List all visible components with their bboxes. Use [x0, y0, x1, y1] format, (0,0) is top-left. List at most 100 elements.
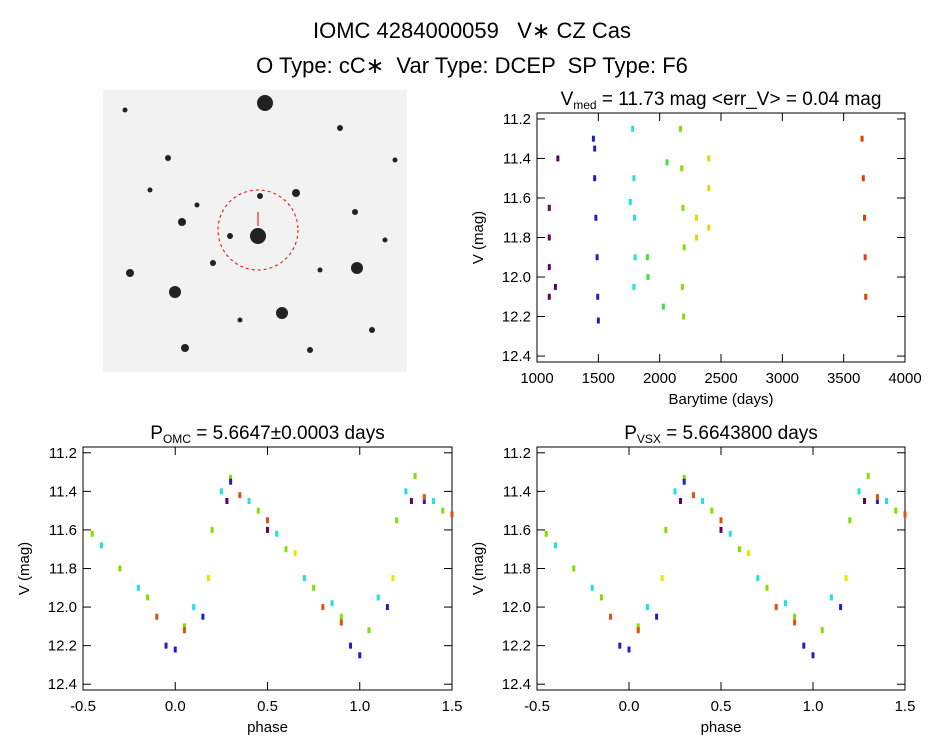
- y-axis-label: V (mag): [16, 542, 33, 595]
- data-point: [136, 584, 140, 591]
- data-point: [631, 125, 635, 132]
- data-point: [728, 530, 732, 537]
- x-tick-label: 1.0: [349, 698, 370, 715]
- data-point: [219, 488, 223, 495]
- data-point: [547, 264, 551, 271]
- y-tick-label: 11.8: [503, 230, 531, 247]
- data-point: [553, 542, 557, 549]
- panel: PVSX = 5.6643800 days phase V (mag) -0.5 0.0…: [470, 423, 915, 736]
- data-point: [680, 283, 684, 290]
- data-point: [701, 498, 705, 504]
- panel-title: Vmed = 11.73 mag <err_V> = 0.04 mag: [561, 89, 882, 112]
- y-tick-label: 12.2: [502, 309, 531, 326]
- data-point: [321, 604, 325, 611]
- data-point: [155, 613, 159, 620]
- data-point: [632, 175, 636, 182]
- data-point: [863, 254, 867, 261]
- data-point: [863, 214, 867, 221]
- data-point: [206, 575, 210, 582]
- data-point: [118, 565, 122, 572]
- data-point: [275, 530, 279, 537]
- sky-image: [103, 90, 407, 372]
- x-tick-label: 1.5: [895, 698, 916, 715]
- data-point: [594, 214, 598, 221]
- data-point: [707, 224, 711, 231]
- data-point: [284, 546, 288, 553]
- data-point: [633, 214, 637, 221]
- x-tick-label: 4000: [888, 370, 921, 387]
- data-point: [358, 652, 362, 659]
- data-point: [238, 492, 242, 499]
- x-axis-label: phase: [247, 719, 288, 736]
- data-point: [793, 619, 797, 626]
- data-point: [422, 498, 426, 504]
- data-point: [182, 627, 186, 634]
- x-tick-label: 3500: [827, 370, 860, 387]
- data-point: [599, 594, 603, 601]
- data-point: [266, 526, 269, 533]
- data-point: [774, 604, 778, 611]
- data-point: [783, 600, 787, 607]
- x-axis-label: phase: [701, 719, 742, 736]
- data-point: [633, 254, 637, 261]
- panel: POMC = 5.6647±0.0003 days phase V (mag) -0.…: [16, 423, 462, 736]
- y-tick-label: 11.2: [503, 111, 531, 128]
- data-point: [146, 594, 150, 601]
- data-point: [673, 488, 677, 495]
- data-point: [793, 613, 797, 620]
- data-point: [593, 145, 597, 152]
- y-tick-label: 11.8: [503, 561, 531, 578]
- data-point: [682, 244, 686, 251]
- y-tick-label: 11.4: [503, 483, 531, 500]
- data-point: [682, 474, 686, 481]
- data-point: [591, 135, 595, 142]
- panel-title: PVSX = 5.6643800 days: [624, 423, 818, 446]
- title-subscript: VSX: [637, 432, 661, 446]
- data-point: [645, 254, 649, 261]
- data-point: [422, 494, 426, 501]
- data-point: [302, 575, 306, 582]
- data-point: [839, 604, 843, 611]
- title-tail: = 5.6647±0.0003 days: [191, 423, 385, 444]
- data-point: [628, 198, 632, 205]
- title-main: P: [150, 423, 163, 444]
- data-point: [863, 498, 867, 504]
- data-point: [864, 293, 868, 300]
- title-tail: = 11.73 mag <err_V> = 0.04 mag: [597, 89, 882, 110]
- y-tick-label: 11.2: [49, 445, 77, 462]
- y-tick-label: 11.6: [503, 522, 531, 539]
- data-point: [210, 526, 214, 533]
- y-tick-label: 12.2: [502, 638, 531, 655]
- data-point: [339, 619, 343, 626]
- y-tick-label: 11.6: [49, 522, 77, 539]
- data-point: [432, 498, 436, 504]
- data-point: [719, 517, 723, 524]
- data-point: [820, 627, 824, 634]
- data-point: [225, 498, 229, 504]
- data-point: [857, 488, 861, 495]
- data-point: [875, 498, 879, 504]
- x-tick-label: -0.5: [524, 698, 550, 715]
- data-point: [756, 575, 760, 582]
- data-point: [596, 293, 600, 300]
- data-point: [395, 517, 399, 524]
- data-point: [312, 584, 316, 591]
- data-point: [404, 488, 408, 495]
- data-point: [590, 584, 594, 591]
- data-point: [593, 175, 597, 182]
- data-point: [632, 283, 636, 290]
- data-point: [866, 472, 870, 479]
- y-tick-label: 11.2: [503, 445, 531, 462]
- data-point: [376, 594, 380, 601]
- data-point: [201, 613, 205, 620]
- panel-title: POMC = 5.6647±0.0003 days: [150, 423, 384, 446]
- data-point: [385, 604, 389, 611]
- y-tick-label: 12.4: [502, 348, 531, 365]
- data-point: [409, 498, 413, 504]
- subtitle: O Type: cC∗ Var Type: DCEP SP Type: F6: [256, 53, 688, 78]
- data-point: [894, 507, 898, 514]
- data-point: [256, 507, 260, 514]
- data-point: [655, 613, 659, 620]
- x-tick-label: 0.5: [257, 698, 278, 715]
- data-point: [681, 204, 685, 211]
